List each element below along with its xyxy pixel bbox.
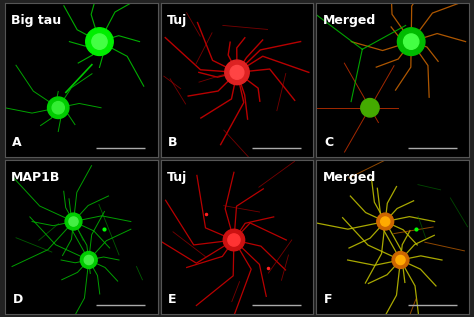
Text: Tuj: Tuj <box>167 171 187 184</box>
Text: Tuj: Tuj <box>167 14 187 27</box>
Circle shape <box>230 65 244 79</box>
Circle shape <box>223 229 245 251</box>
Circle shape <box>81 252 97 268</box>
Circle shape <box>396 256 405 265</box>
Text: Merged: Merged <box>323 14 376 27</box>
Text: Merged: Merged <box>323 171 376 184</box>
Circle shape <box>84 256 93 265</box>
Text: C: C <box>324 136 333 149</box>
Circle shape <box>381 217 390 226</box>
Circle shape <box>86 28 113 55</box>
Circle shape <box>361 99 379 117</box>
Circle shape <box>403 34 419 49</box>
Text: MAP1B: MAP1B <box>11 171 60 184</box>
Circle shape <box>377 213 393 230</box>
Circle shape <box>65 213 82 230</box>
Circle shape <box>225 60 249 85</box>
Text: Big tau: Big tau <box>11 14 61 27</box>
Circle shape <box>92 34 107 49</box>
Circle shape <box>392 252 409 268</box>
Circle shape <box>47 97 69 119</box>
Circle shape <box>52 101 64 114</box>
Circle shape <box>397 28 425 55</box>
Text: B: B <box>168 136 178 149</box>
Text: F: F <box>324 293 333 306</box>
Text: D: D <box>12 293 23 306</box>
Text: E: E <box>168 293 177 306</box>
Circle shape <box>69 217 78 226</box>
Circle shape <box>228 234 240 246</box>
Text: A: A <box>12 136 22 149</box>
